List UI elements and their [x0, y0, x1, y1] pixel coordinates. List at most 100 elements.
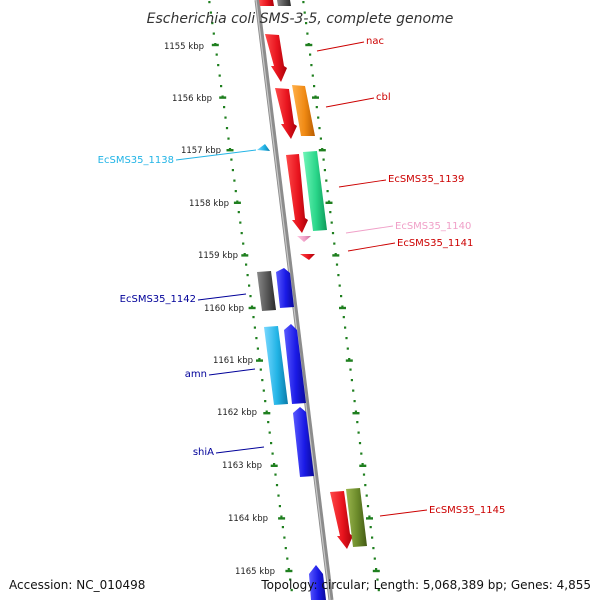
rail-dot: [209, 11, 212, 14]
leader-ecsms35-1141: [347, 242, 396, 252]
rail-dot: [376, 578, 379, 581]
rail-dot: [265, 410, 268, 413]
rail-dot: [329, 211, 332, 214]
gene-label-amn[interactable]: amn: [185, 369, 207, 380]
tick-mark: [278, 517, 286, 520]
rail-dot: [331, 232, 335, 235]
rail-dot: [220, 85, 223, 88]
rail-dot: [318, 127, 321, 130]
gene-red-1156[interactable]: [275, 88, 297, 139]
gene-cbl[interactable]: [292, 85, 315, 136]
gene-red-1158[interactable]: [286, 154, 308, 233]
tick-mark: [325, 201, 333, 204]
gene-amn[interactable]: [264, 326, 288, 405]
tick-mark: [312, 96, 319, 99]
tick-layer: [208, 1, 380, 592]
gene-label-ecsms35-1140[interactable]: EcSMS35_1140: [395, 221, 471, 232]
rail-dot: [242, 242, 245, 245]
gene-label-cbl[interactable]: cbl: [376, 92, 391, 103]
rail-dot: [344, 326, 347, 329]
gene-ecsms35-1138[interactable]: [257, 144, 270, 151]
gene-partial-top-red[interactable]: [259, 0, 274, 6]
leader-cbl: [325, 97, 375, 108]
rail-dot: [354, 410, 357, 413]
rail-dot: [361, 463, 364, 466]
tick-mark: [372, 569, 380, 573]
tick-mark: [219, 96, 227, 99]
rail-dot: [277, 494, 280, 497]
gene-label-ecsms35-1145[interactable]: EcSMS35_1145: [429, 505, 505, 516]
tick-mark: [305, 43, 313, 47]
rail-dot: [224, 116, 227, 119]
gene-partial-bottom-blue[interactable]: [309, 565, 326, 600]
rail-dot: [237, 211, 240, 214]
gene-label-shia[interactable]: shiA: [193, 447, 214, 458]
gene-ecsms35-1145[interactable]: [346, 488, 367, 547]
gene-red-1164[interactable]: [330, 491, 353, 549]
gene-label-ecsms35-1141[interactable]: EcSMS35_1141: [397, 238, 473, 249]
rail-dot: [373, 557, 376, 560]
rail-dot: [256, 347, 259, 350]
tick-label: 1155 kbp: [164, 42, 204, 52]
rail-dot: [223, 106, 226, 109]
rail-dot: [231, 169, 234, 172]
rail-dot: [290, 589, 293, 592]
gene-blue-1161[interactable]: [284, 324, 306, 404]
rail-dot: [346, 347, 349, 350]
rail-dot: [273, 463, 276, 466]
rail-dot: [302, 1, 305, 4]
tick-mark: [256, 359, 263, 362]
rail-dot: [334, 253, 337, 256]
tick-label: 1159 kbp: [198, 251, 238, 261]
tick-mark: [233, 201, 241, 204]
rail-dot: [317, 116, 320, 119]
rail-dot: [323, 169, 326, 172]
gene-ecsms35-1141[interactable]: [300, 254, 315, 260]
rail-dot: [246, 274, 249, 277]
gene-partial-top-gray[interactable]: [277, 0, 291, 6]
rail-dot: [275, 484, 279, 487]
gene-ecsms35-1140[interactable]: [297, 236, 311, 242]
rail-dot: [350, 379, 353, 382]
rail-dot: [311, 74, 314, 77]
leader-ecsms35-1139: [338, 179, 387, 188]
accession-text: Accession: NC_010498: [9, 578, 146, 592]
gene-label-nac[interactable]: nac: [366, 36, 384, 47]
rail-dot: [341, 305, 344, 308]
rail-dot: [208, 1, 211, 4]
rail-dot: [375, 568, 378, 571]
rail-dot: [227, 137, 230, 140]
tick-label: 1158 kbp: [189, 199, 229, 209]
gene-label-ecsms35-1138[interactable]: EcSMS35_1138: [98, 155, 174, 166]
tick-label: 1157 kbp: [181, 146, 221, 156]
rail-dot: [310, 64, 313, 67]
gene-label-ecsms35-1142[interactable]: EcSMS35_1142: [120, 294, 196, 305]
rail-dot: [364, 484, 367, 487]
gene-features: [257, 0, 367, 600]
rail-dot: [264, 400, 267, 403]
gene-ecsms35-1139[interactable]: [303, 151, 327, 231]
rail-dot: [337, 274, 340, 277]
rail-dot: [326, 190, 329, 193]
rail-dot: [357, 431, 360, 434]
gene-nac[interactable]: [265, 34, 287, 82]
rail-dot: [353, 400, 356, 403]
gene-blue-1160[interactable]: [276, 268, 294, 308]
tick-mark: [366, 517, 373, 520]
rail-dot: [233, 179, 236, 182]
rail-dot: [319, 137, 322, 140]
rail-dot: [234, 190, 237, 193]
tick-mark: [241, 254, 249, 257]
gene-shia[interactable]: [293, 407, 314, 477]
rail-dot: [274, 473, 277, 476]
rail-dot: [345, 337, 348, 340]
rail-dot: [270, 442, 273, 445]
gene-label-ecsms35-1139[interactable]: EcSMS35_1139: [388, 174, 464, 185]
rail-dot: [211, 22, 214, 25]
gene-ecsms35-1142[interactable]: [257, 271, 276, 311]
rail-dot: [248, 284, 251, 287]
rail-dot: [217, 64, 220, 67]
rail-dot: [240, 232, 243, 235]
rail-dot: [352, 389, 355, 392]
